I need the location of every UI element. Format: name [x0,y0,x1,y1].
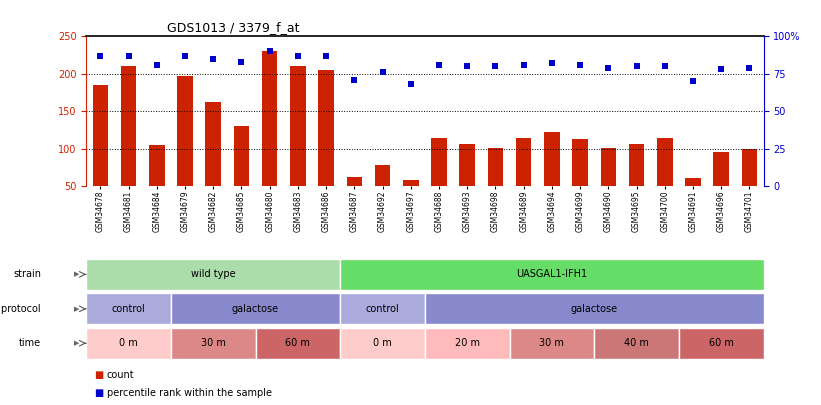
Point [714,66,727,72]
Bar [262,51,277,186]
Bar [340,293,425,324]
Bar [86,328,171,359]
Bar [516,138,531,186]
Point [686,78,699,85]
Point [122,53,135,59]
Bar [679,328,764,359]
Point [291,53,305,59]
Bar [600,148,616,186]
Bar [629,144,644,186]
Bar [544,132,560,186]
Point [602,65,615,71]
Text: growth protocol: growth protocol [0,304,41,314]
Point [517,62,530,68]
Bar [460,144,475,186]
Text: strain: strain [13,269,41,279]
Bar [431,138,447,186]
Point [488,63,502,70]
Bar [121,66,136,186]
Bar [340,259,764,290]
Bar [594,328,679,359]
Bar [374,165,390,186]
Point [376,69,389,76]
Text: galactose: galactose [232,304,279,314]
Text: 40 m: 40 m [624,338,649,348]
Bar [234,126,250,186]
Bar [403,180,419,186]
Bar [255,328,340,359]
Bar [290,66,305,186]
Text: galactose: galactose [571,304,617,314]
Point [743,65,756,71]
Point [207,55,220,62]
Text: 60 m: 60 m [709,338,734,348]
Bar [572,139,588,186]
Bar [205,102,221,186]
Bar [346,177,362,186]
Bar [86,293,171,324]
Bar [510,328,594,359]
Point [150,62,163,68]
Text: time: time [19,338,41,348]
Point [630,63,643,70]
Text: 30 m: 30 m [201,338,226,348]
Text: 20 m: 20 m [455,338,479,348]
Text: control: control [112,304,145,314]
Text: ▶: ▶ [74,306,79,312]
Point [348,77,361,83]
Bar [319,70,334,186]
Text: wild type: wild type [191,269,236,279]
Point [94,53,107,59]
Text: ■: ■ [94,370,103,379]
Bar [171,293,340,324]
Bar [177,76,193,186]
Bar [93,85,108,186]
Point [574,62,587,68]
Text: ▶: ▶ [74,340,79,346]
Bar [340,328,425,359]
Point [263,48,276,55]
Text: ▶: ▶ [74,271,79,277]
Point [545,60,558,67]
Bar [86,259,340,290]
Text: ■: ■ [94,388,103,398]
Text: 0 m: 0 m [119,338,138,348]
Text: 60 m: 60 m [286,338,310,348]
Bar [657,138,672,186]
Bar [713,152,729,186]
Point [404,81,417,87]
Text: GDS1013 / 3379_f_at: GDS1013 / 3379_f_at [167,21,300,34]
Text: control: control [365,304,399,314]
Bar [741,149,757,186]
Point [178,53,191,59]
Text: UASGAL1-IFH1: UASGAL1-IFH1 [516,269,588,279]
Point [433,62,446,68]
Text: count: count [107,370,135,379]
Point [658,63,672,70]
Point [319,53,333,59]
Bar [425,293,764,324]
Text: 30 m: 30 m [539,338,564,348]
Bar [171,328,255,359]
Text: 0 m: 0 m [374,338,392,348]
Point [235,59,248,65]
Bar [425,328,510,359]
Point [461,63,474,70]
Bar [149,145,164,186]
Bar [686,178,701,186]
Text: percentile rank within the sample: percentile rank within the sample [107,388,272,398]
Bar [488,148,503,186]
